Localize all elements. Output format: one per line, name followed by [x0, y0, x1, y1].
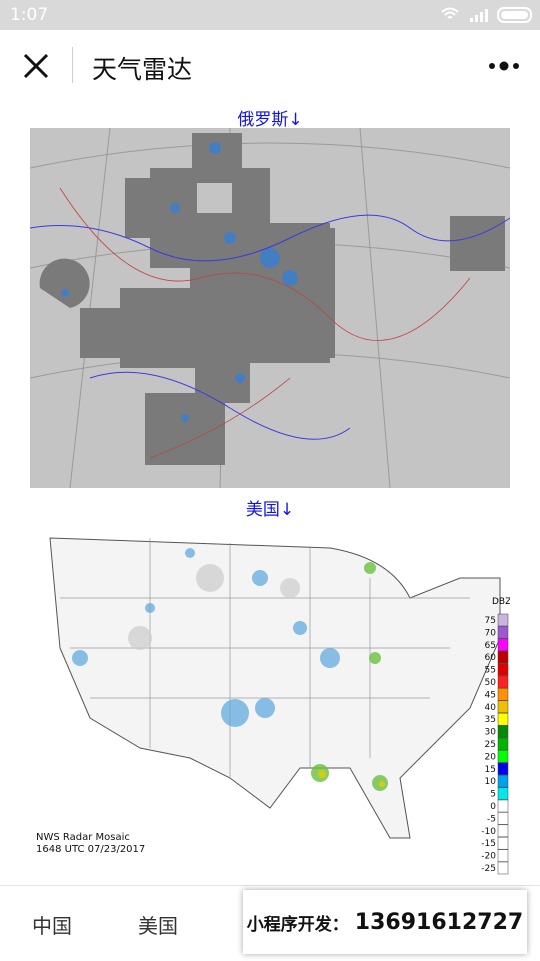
legend-label: 30: [485, 728, 497, 738]
legend-swatch: [497, 650, 509, 664]
ad-banner[interactable]: 小程序开发： 13691612727: [243, 890, 527, 954]
legend-label: 60: [485, 653, 497, 663]
legend-label: 45: [485, 690, 496, 700]
legend-label: 10: [485, 777, 497, 787]
stamp-line: NWS Radar Mosaic: [36, 832, 130, 843]
usa-radar-map: NWS Radar Mosaic 1648 UTC 07/23/2017 DBZ 7…: [30, 518, 510, 878]
legend-label: -25: [481, 864, 496, 874]
legend-swatch: [497, 849, 509, 862]
legend-label: 65: [485, 641, 496, 651]
legend-swatch: [497, 700, 509, 714]
legend-swatch: [497, 638, 509, 652]
legend-label: -10: [481, 827, 496, 837]
banner-phone: 13691612727: [354, 909, 524, 935]
legend-swatch: [497, 799, 509, 813]
legend-label: 5: [490, 790, 496, 800]
legend-swatch: [497, 663, 509, 676]
legend-swatch: [497, 675, 509, 689]
legend-swatch: [497, 688, 509, 701]
legend-label: 20: [485, 752, 497, 762]
russia-radar-map: [30, 128, 510, 488]
more-button[interactable]: [488, 60, 522, 72]
legend-label: -20: [481, 852, 496, 862]
legend-label: 50: [485, 678, 497, 688]
section-caption: 俄罗斯↓: [237, 110, 303, 130]
status-bar: 1:07: [0, 0, 540, 30]
legend-label: 40: [485, 703, 497, 713]
map-stamp: NWS Radar Mosaic 1648 UTC 07/23/2017: [36, 832, 145, 855]
stamp-line: 1648 UTC 07/23/2017: [36, 844, 145, 855]
banner-label: 小程序开发：: [246, 914, 349, 935]
legend-label: 15: [485, 765, 496, 775]
legend-swatch: [497, 787, 509, 800]
legend-swatch: [497, 750, 509, 763]
legend-title: DBZ: [492, 597, 510, 607]
legend-label: -5: [487, 814, 496, 824]
legend-swatch: [497, 762, 509, 776]
tab[interactable]: 美国: [138, 914, 178, 938]
divider: [72, 47, 73, 83]
legend-label: 25: [485, 740, 496, 750]
legend-label: -15: [481, 839, 496, 849]
legend-label: 70: [485, 628, 497, 638]
legend-swatch: [497, 725, 509, 738]
dbz-legend: DBZ757065605550454035302520151050-5-10-1…: [481, 597, 510, 875]
legend-label: 35: [485, 715, 496, 725]
legend-swatch: [497, 812, 509, 825]
nav-bar: 天气雷达: [0, 30, 540, 100]
legend-swatch: [497, 712, 509, 726]
close-button[interactable]: [22, 52, 50, 80]
legend-swatch: [497, 824, 509, 838]
clock: 1:07: [10, 5, 49, 25]
legend-swatch: [497, 613, 509, 627]
legend-label: 75: [485, 616, 496, 626]
legend-label: 0: [490, 802, 496, 812]
legend-swatch: [497, 737, 509, 751]
legend-swatch: [497, 774, 509, 788]
page-title: 天气雷达: [92, 55, 193, 84]
legend-swatch: [497, 836, 509, 850]
legend-swatch: [497, 626, 509, 639]
tab[interactable]: 中国: [32, 914, 72, 938]
section-caption: 美国↓: [245, 500, 295, 520]
legend-swatch: [497, 861, 509, 875]
legend-label: 55: [485, 666, 496, 676]
status-icons: [441, 7, 532, 23]
